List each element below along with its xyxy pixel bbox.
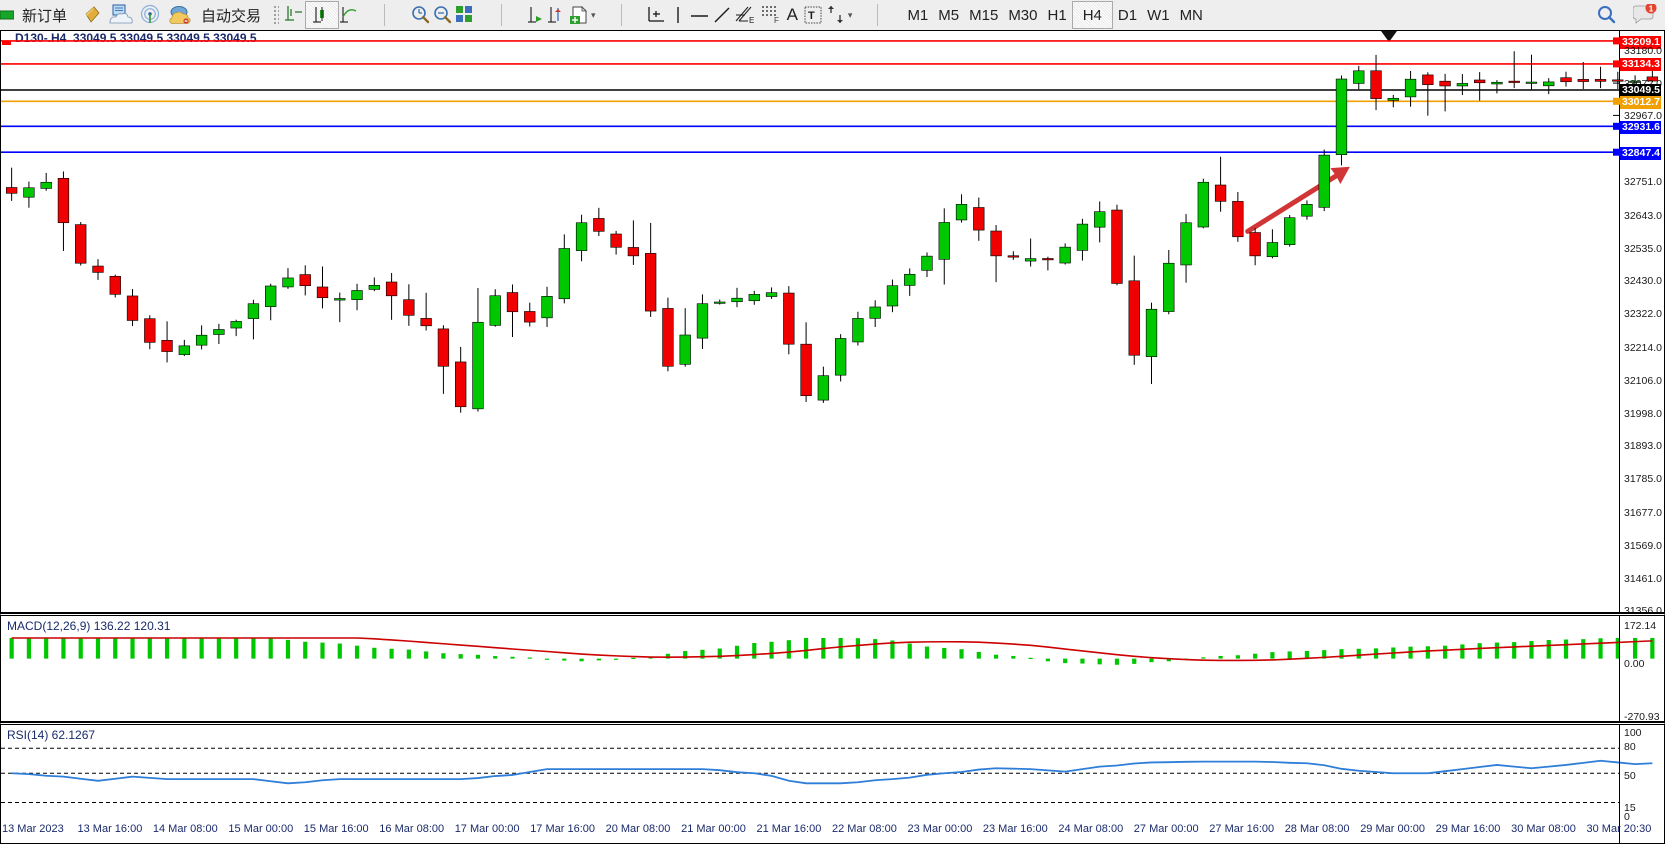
- svg-text:E: E: [749, 16, 754, 25]
- svg-text:F: F: [774, 16, 779, 25]
- svg-text:T: T: [808, 10, 815, 22]
- svg-text:1: 1: [1649, 4, 1654, 13]
